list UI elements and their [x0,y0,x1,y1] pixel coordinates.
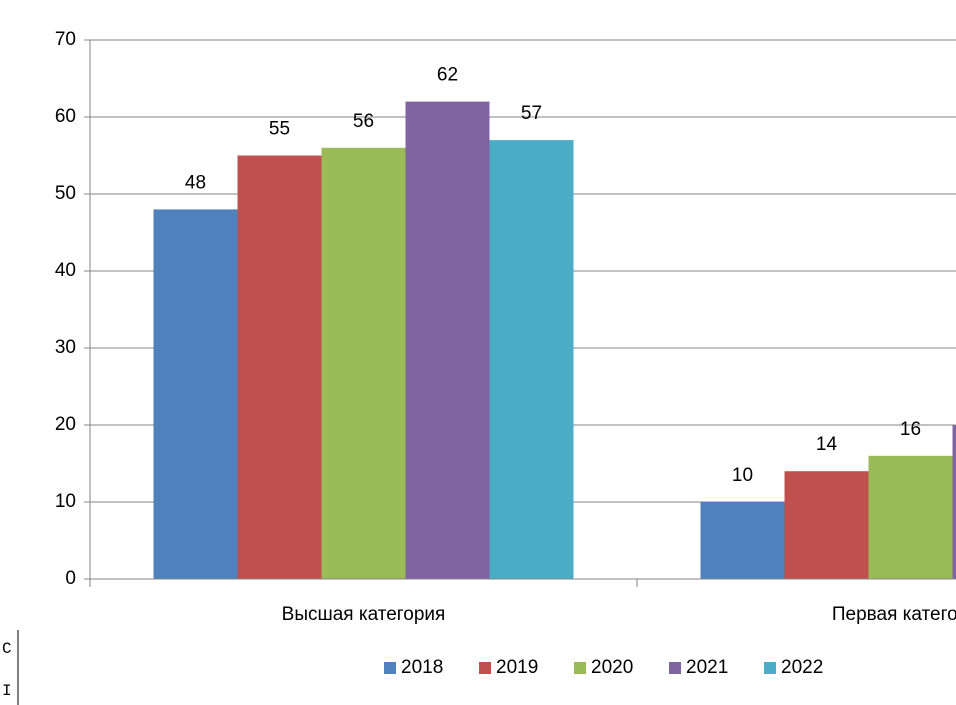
y-tick-label: 20 [55,414,76,435]
data-label: 14 [816,434,838,455]
legend-label: 2018 [401,657,443,678]
data-label: 57 [521,103,542,124]
side-text: I [2,682,12,700]
legend-swatch [669,662,681,674]
legend-label: 2021 [686,657,728,678]
bar [153,209,238,579]
bar [952,425,956,579]
y-tick-label: 40 [55,260,76,281]
data-label: 48 [185,172,206,193]
x-tick-label: Высшая категория [282,604,446,625]
bar [868,455,953,579]
bar [321,147,406,580]
data-label: 56 [353,111,374,132]
legend-label: 2020 [591,657,633,678]
legend-swatch [574,662,586,674]
data-label: 16 [900,419,921,440]
y-tick-label: 0 [65,568,76,589]
legend-label: 2022 [781,657,823,678]
legend-swatch [384,662,396,674]
data-label: 10 [732,465,753,486]
bar [489,140,574,579]
y-tick-label: 70 [55,29,76,50]
legend-label: 2019 [496,657,538,678]
data-label: 62 [437,65,458,86]
bar [700,502,785,579]
data-label: 55 [269,119,290,140]
legend-swatch [764,662,776,674]
bar [784,471,869,579]
legend-swatch [479,662,491,674]
y-tick-label: 60 [55,106,76,127]
y-tick-label: 10 [55,491,76,512]
y-tick-label: 30 [55,337,76,358]
y-tick-label: 50 [55,183,76,204]
side-text: С [2,640,12,658]
bar [237,155,322,579]
bar [405,101,490,579]
x-tick-label: Первая категория [832,604,956,625]
